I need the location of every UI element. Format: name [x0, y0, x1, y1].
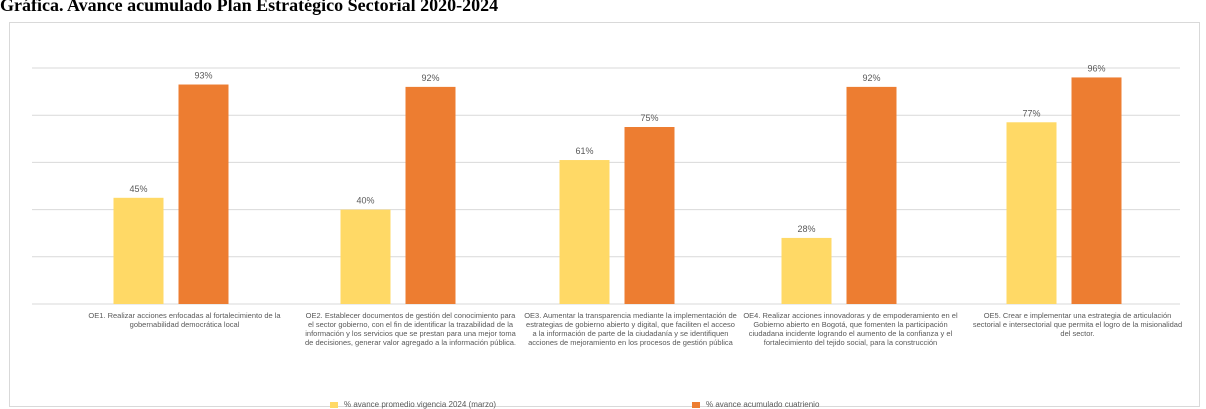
legend-item-series-2: % avance acumulado cuatrienio	[692, 400, 819, 409]
category-label-oe2: OE2. Establecer documentos de gestión de…	[305, 311, 516, 347]
category-label-oe4: OE4. Realizar acciones innovadoras y de …	[743, 311, 958, 347]
bar-series-2-cat-4	[846, 86, 897, 304]
bar-series-1-cat-3	[559, 160, 610, 304]
data-label-series-1-cat-4: 28%	[797, 224, 815, 234]
data-label-series-1-cat-1: 45%	[129, 184, 147, 194]
bar-series-1-cat-2	[340, 209, 391, 304]
data-label-series-1-cat-5: 77%	[1022, 108, 1040, 118]
data-label-series-2-cat-3: 75%	[640, 113, 658, 123]
legend-label-series-1: % avance promedio vigencia 2024 (marzo)	[344, 400, 497, 409]
category-label-oe3: OE3. Aumentar la transparencia mediante …	[524, 311, 737, 347]
data-label-series-2-cat-1: 93%	[194, 71, 212, 81]
legend-swatch-series-2	[692, 401, 700, 408]
legend-label-series-2: % avance acumulado cuatrienio	[706, 400, 820, 409]
bar-series-2-cat-2	[405, 86, 456, 304]
data-label-series-2-cat-4: 92%	[862, 73, 880, 83]
data-label-series-2-cat-2: 92%	[421, 73, 439, 83]
page-title: Gráfica. Avance acumulado Plan Estratégi…	[0, 0, 499, 15]
legend-item-series-1: % avance promedio vigencia 2024 (marzo)	[330, 400, 496, 409]
bar-series-1-cat-4	[781, 237, 832, 304]
category-label-oe5: OE5. Crear e implementar una estrategia …	[972, 311, 1183, 338]
bar-series-2-cat-1	[178, 84, 229, 304]
bar-chart: 45% 40% 61% 28% 77% 93% 92% 75% 92% 96%	[32, 63, 1180, 305]
legend-swatch-series-1	[330, 401, 338, 408]
bar-series-1-cat-5	[1006, 122, 1057, 304]
category-label-oe1: OE1. Realizar acciones enfocadas al fort…	[88, 311, 281, 329]
data-label-series-1-cat-3: 61%	[575, 146, 593, 156]
bar-series-1-cat-1	[113, 197, 164, 304]
chart-frame: 45% 40% 61% 28% 77% 93% 92% 75% 92% 96%	[9, 22, 1200, 407]
data-label-series-2-cat-5: 96%	[1087, 63, 1105, 73]
data-label-series-1-cat-2: 40%	[356, 196, 374, 206]
bar-series-2-cat-3	[624, 127, 675, 304]
bar-series-2-cat-5	[1071, 77, 1122, 304]
